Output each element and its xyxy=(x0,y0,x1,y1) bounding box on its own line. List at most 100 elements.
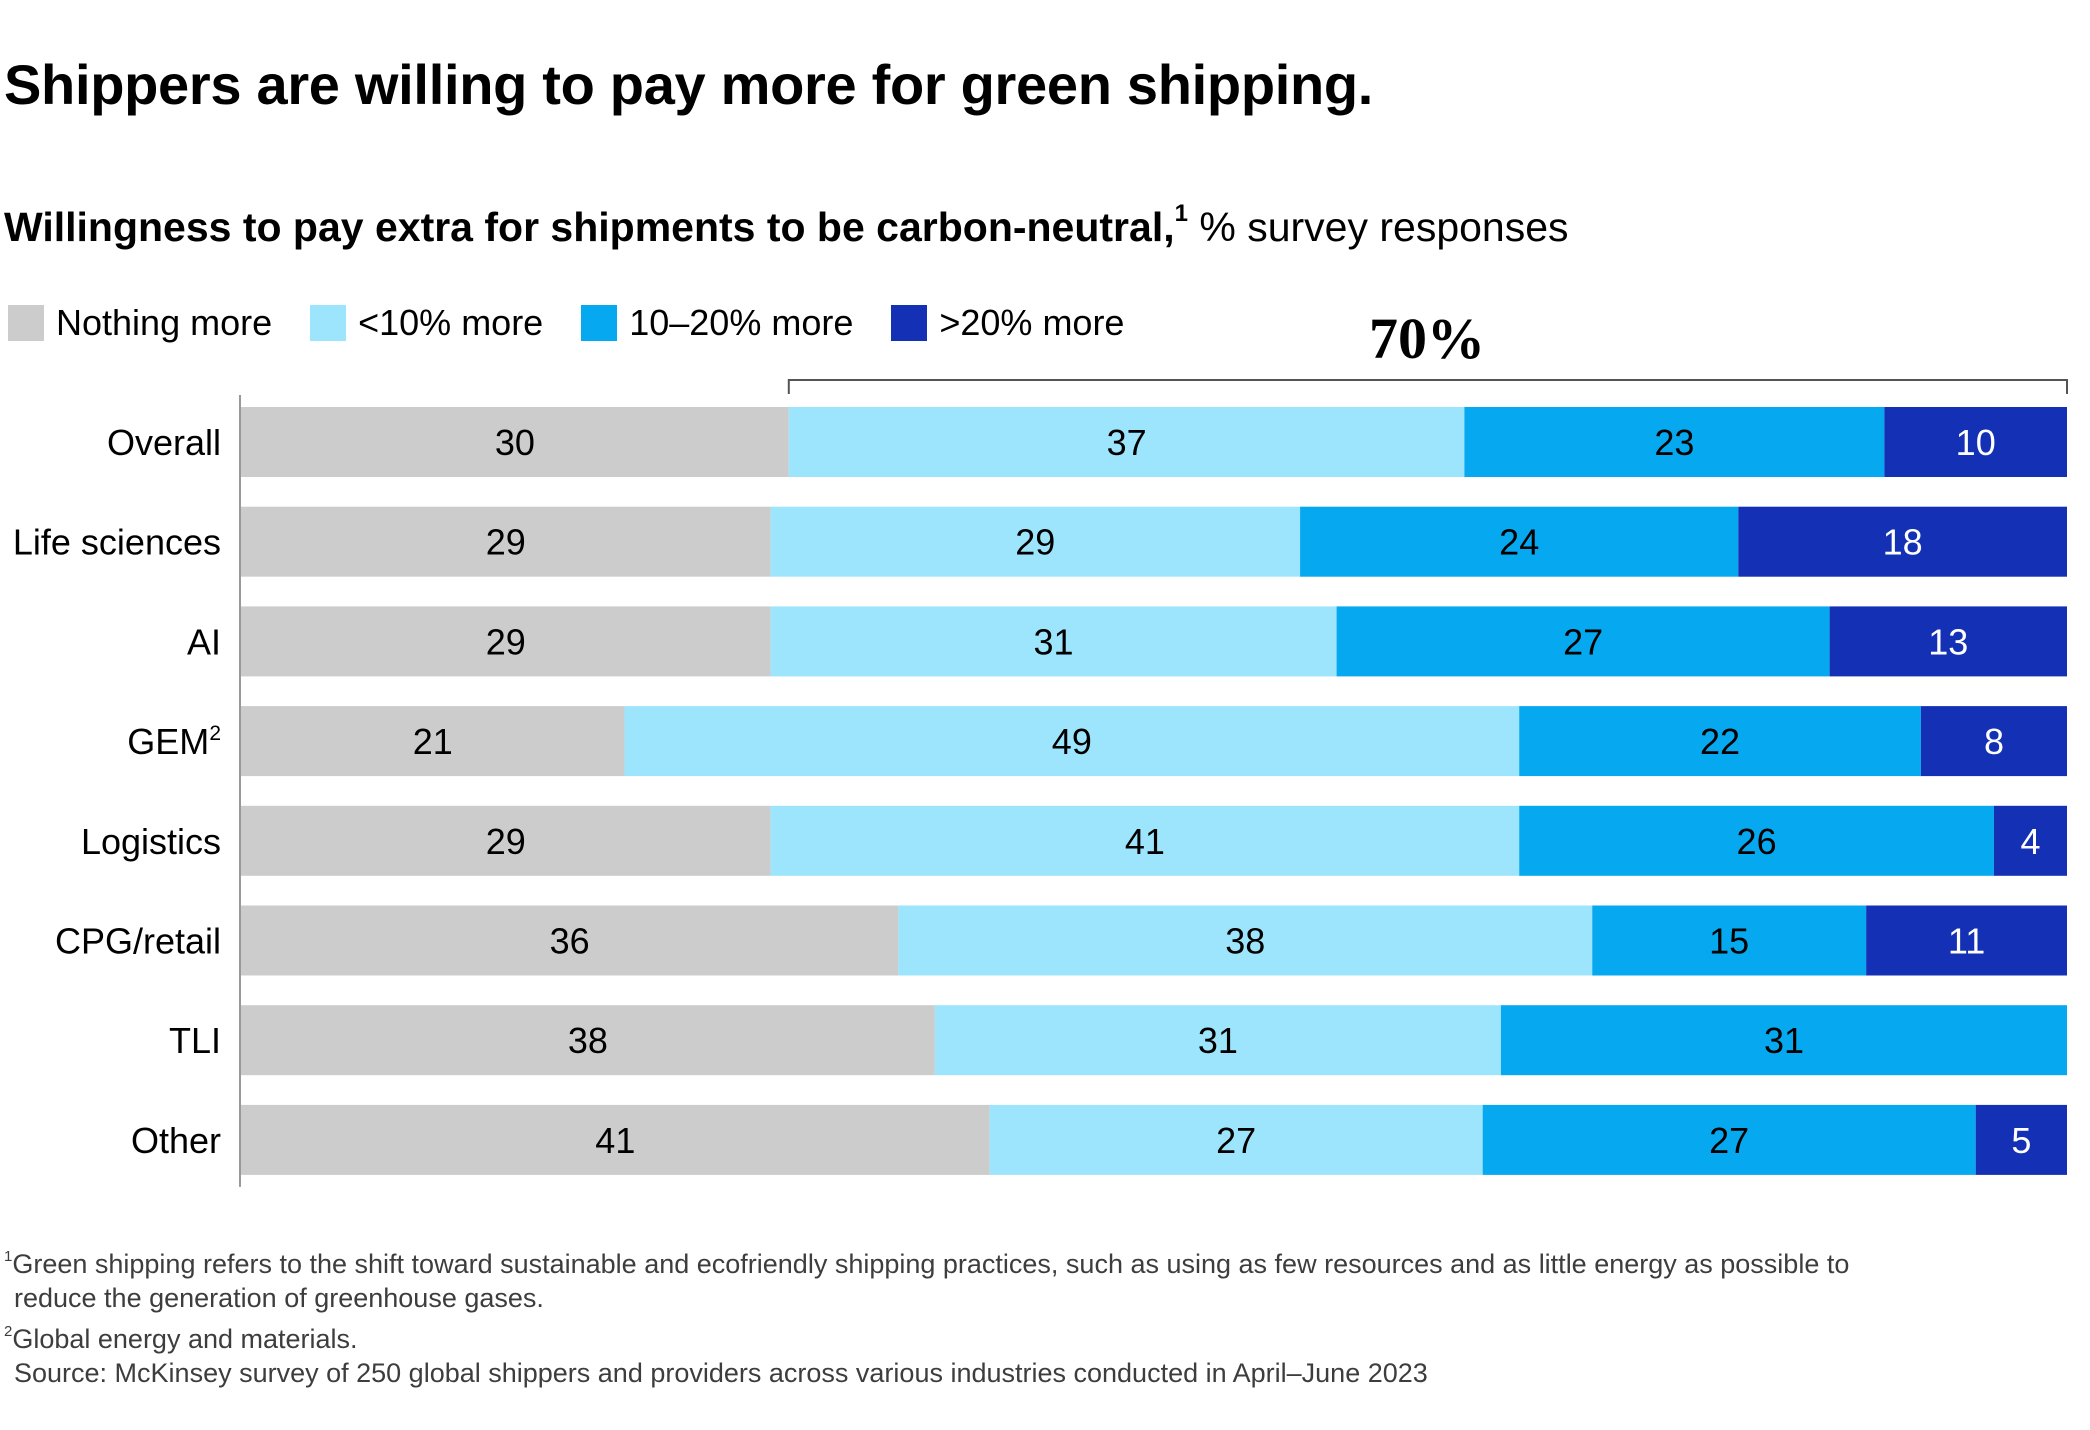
bar-ai-10-20-more xyxy=(1336,606,1830,677)
category-label: Logistics xyxy=(81,821,221,862)
data-label: 30 xyxy=(495,422,535,463)
bar-logistics-10-more xyxy=(770,805,1520,876)
bar-overall-nothing-more xyxy=(241,407,789,477)
footnote-2-text: Global energy and materials. xyxy=(12,1324,358,1354)
bar-logistics-nothing-more xyxy=(241,805,771,876)
bar-cpg-retail-10-more xyxy=(898,905,1593,976)
data-label: 31 xyxy=(1764,1020,1804,1061)
footnote-1-continued: reduce the generation of greenhouse gase… xyxy=(14,1283,544,1313)
data-label: 27 xyxy=(1563,621,1603,662)
bar-gem-nothing-more xyxy=(241,706,625,777)
chart-title: Shippers are willing to pay more for gre… xyxy=(4,53,1374,116)
data-label: 21 xyxy=(413,721,453,762)
legend-item-over-20: >20% more xyxy=(891,302,1124,344)
legend-swatch xyxy=(581,305,618,341)
legend-label: >20% more xyxy=(939,302,1125,343)
data-label: 38 xyxy=(568,1020,608,1061)
footnote-2-marker: 2 xyxy=(4,1323,13,1340)
bar-logistics-10-20-more xyxy=(1519,805,1994,876)
bar-overall-10-more xyxy=(788,407,1465,477)
subtitle-main: Willingness to pay extra for shipments t… xyxy=(4,204,1175,250)
footnotes: 1Green shipping refers to the shift towa… xyxy=(4,1240,1849,1390)
annotation-label: 70% xyxy=(1369,306,1485,371)
data-label: 29 xyxy=(486,821,526,862)
legend-swatch xyxy=(310,305,347,341)
category-label: Other xyxy=(131,1120,221,1161)
bar-tli-10-20-more xyxy=(1500,1005,2067,1076)
footnote-1-line-1: Green shipping refers to the shift towar… xyxy=(12,1249,1850,1279)
legend-swatch xyxy=(891,305,928,341)
data-label: 37 xyxy=(1107,422,1147,463)
category-label: GEM2 xyxy=(127,721,221,762)
bar-other-nothing-more xyxy=(241,1104,990,1175)
data-label: 29 xyxy=(486,621,526,662)
data-label: 5 xyxy=(2011,1120,2031,1161)
data-label: 24 xyxy=(1499,522,1539,563)
data-label: 27 xyxy=(1709,1120,1749,1161)
bar-other-20-more xyxy=(1975,1104,2067,1175)
data-label: 23 xyxy=(1654,422,1694,463)
data-label: 22 xyxy=(1700,721,1740,762)
category-label: Overall xyxy=(107,422,221,463)
legend-label: 10–20% more xyxy=(629,302,854,343)
bar-cpg-retail-10-20-more xyxy=(1592,905,1867,976)
data-label: 31 xyxy=(1198,1020,1238,1061)
bar-life-sciences-10-20-more xyxy=(1300,506,1739,577)
data-label: 41 xyxy=(595,1120,635,1161)
data-label: 27 xyxy=(1216,1120,1256,1161)
data-label: 31 xyxy=(1034,621,1074,662)
data-label: 29 xyxy=(486,522,526,563)
data-label: 13 xyxy=(1928,621,1968,662)
footnote-2: 2Global energy and materials. xyxy=(4,1315,1849,1356)
data-label: 26 xyxy=(1737,821,1777,862)
data-label: 10 xyxy=(1956,422,1996,463)
bar-ai-nothing-more xyxy=(241,606,771,677)
legend-item-nothing-more: Nothing more xyxy=(8,302,272,344)
bar-other-10-20-more xyxy=(1482,1104,1976,1175)
legend-label: <10% more xyxy=(358,302,544,343)
source-note: Source: McKinsey survey of 250 global sh… xyxy=(14,1358,1428,1388)
bar-gem-10-more xyxy=(624,706,1520,777)
data-label: 49 xyxy=(1052,721,1092,762)
data-label: 18 xyxy=(1883,522,1923,563)
category-label: TLI xyxy=(169,1020,221,1061)
data-label: 8 xyxy=(1984,721,2004,762)
subtitle-footnote-marker: 1 xyxy=(1174,200,1188,227)
category-label: CPG/retail xyxy=(55,921,221,962)
legend-swatch xyxy=(8,305,44,341)
data-label: 4 xyxy=(2020,821,2040,862)
footnote-1: 1Green shipping refers to the shift towa… xyxy=(4,1240,1849,1281)
footnote-1-marker: 1 xyxy=(4,1248,13,1265)
bar-ai-20-more xyxy=(1829,606,2067,677)
legend-label: Nothing more xyxy=(56,302,273,343)
bar-tli-10-more xyxy=(934,1005,1501,1076)
bar-life-sciences-20-more xyxy=(1738,506,2067,577)
chart-legend: Nothing more <10% more 10–20% more >20% … xyxy=(8,302,1162,344)
bar-life-sciences-nothing-more xyxy=(241,506,771,577)
bar-gem-20-more xyxy=(1920,706,2067,777)
data-label: 29 xyxy=(1015,522,1055,563)
bar-overall-10-20-more xyxy=(1464,407,1885,477)
category-label: Life sciences xyxy=(13,522,221,563)
data-label: 11 xyxy=(1948,921,1985,962)
legend-item-10-20: 10–20% more xyxy=(581,302,853,344)
legend-item-under-10: <10% more xyxy=(310,302,543,344)
data-label: 38 xyxy=(1225,921,1265,962)
data-label: 15 xyxy=(1709,921,1749,962)
annotation-bracket xyxy=(787,379,2068,394)
bar-cpg-retail-nothing-more xyxy=(241,905,899,976)
bar-ai-10-more xyxy=(770,606,1337,677)
bar-life-sciences-10-more xyxy=(770,506,1301,577)
data-label: 41 xyxy=(1125,821,1165,862)
data-label: 36 xyxy=(550,921,590,962)
category-footnote-marker: 2 xyxy=(209,722,221,745)
subtitle-unit: % survey responses xyxy=(1199,204,1569,250)
bar-tli-nothing-more xyxy=(241,1005,935,1076)
bar-overall-20-more xyxy=(1884,407,2067,477)
chart-subtitle: Willingness to pay extra for shipments t… xyxy=(4,200,1569,251)
bar-other-10-more xyxy=(989,1104,1483,1175)
category-label: AI xyxy=(187,621,221,662)
bar-cpg-retail-20-more xyxy=(1866,905,2067,976)
bar-logistics-20-more xyxy=(1993,805,2067,876)
